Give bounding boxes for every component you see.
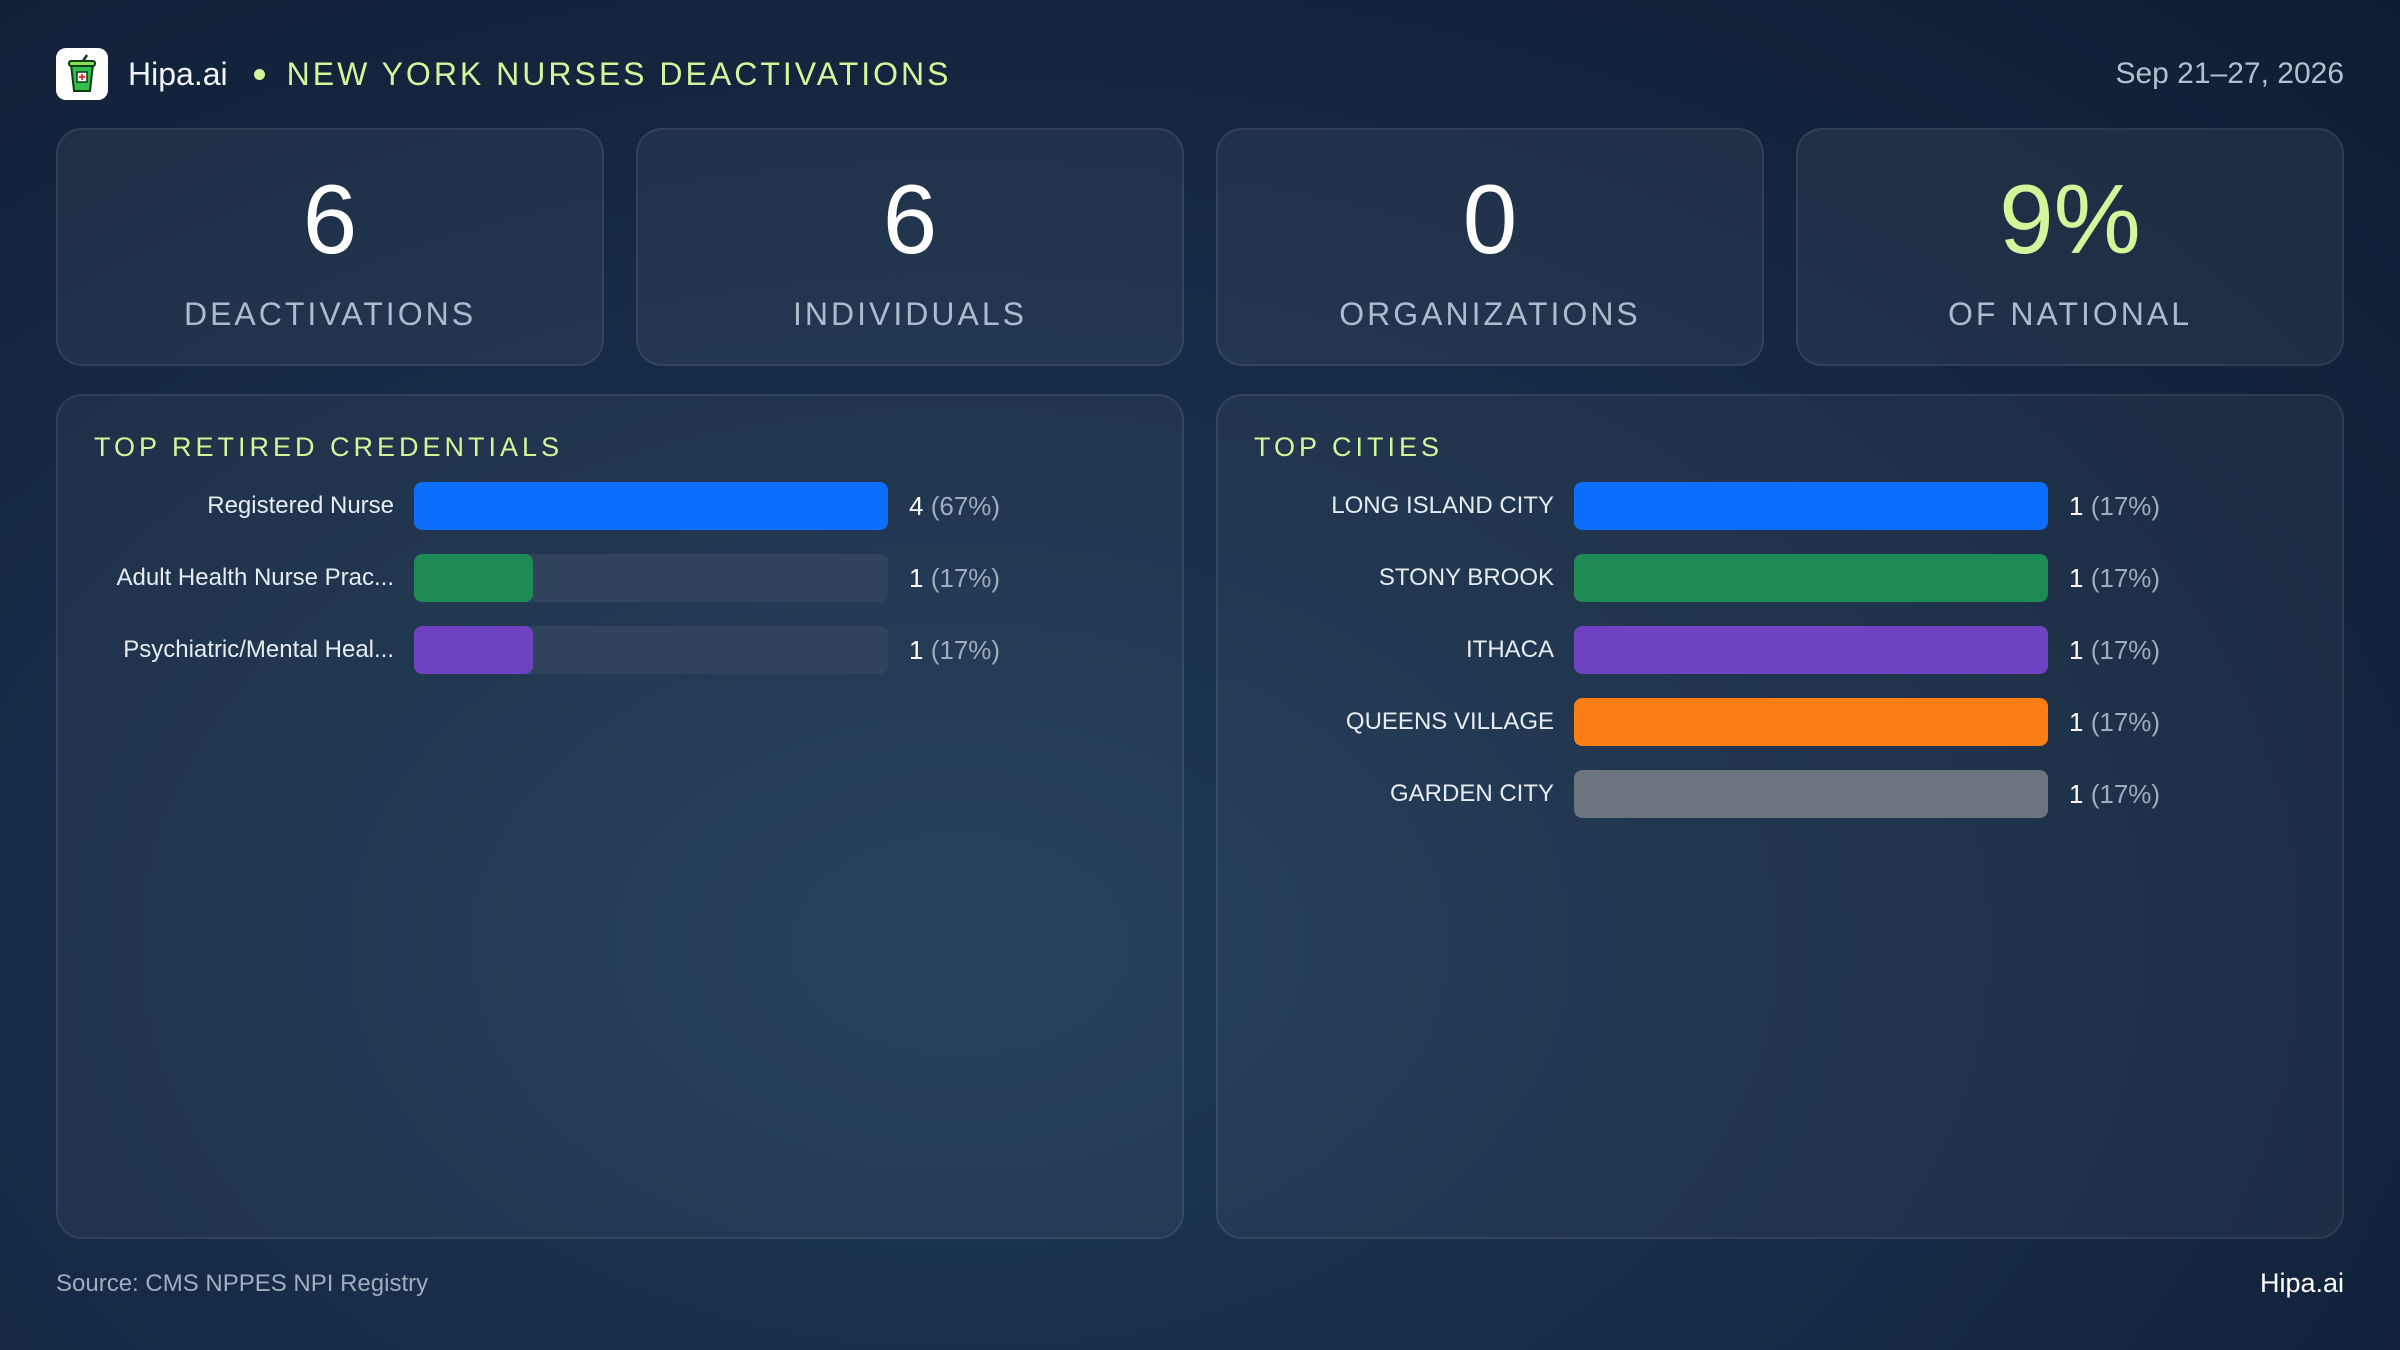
- bar-count: 1: [2069, 635, 2084, 665]
- panel-title: TOP RETIRED CREDENTIALS: [94, 432, 564, 462]
- bar: [414, 554, 533, 602]
- bar-track: [1574, 626, 2048, 674]
- bar-percent: (67%): [930, 491, 1001, 521]
- kpi-value: 0: [1462, 164, 1518, 274]
- kpi-card-national-share: 9% OF NATIONAL: [1796, 128, 2344, 366]
- bar-percent: (17%): [2090, 707, 2161, 737]
- header: Hipa.ai NEW YORK NURSES DEACTIVATIONS Se…: [56, 46, 2344, 102]
- date-range: Sep 21–27, 2026: [2115, 57, 2344, 90]
- bar-row: QUEENS VILLAGE 1 (17%): [1218, 698, 2318, 746]
- kpi-label: ORGANIZATIONS: [1339, 296, 1641, 332]
- bar: [1574, 482, 2048, 530]
- hipa-logo-icon: [56, 48, 108, 100]
- bar-label: GARDEN CITY: [1389, 780, 1554, 807]
- kpi-row: 6 DEACTIVATIONS 6 INDIVIDUALS 0 ORGANIZA…: [56, 128, 2344, 366]
- bar-value-label: 1 (17%): [2069, 770, 2160, 818]
- bar-value-label: 1 (17%): [2069, 698, 2160, 746]
- bar-track: [1574, 482, 2048, 530]
- bar: [414, 482, 888, 530]
- bar-row: ITHACA 1 (17%): [1218, 626, 2318, 674]
- kpi-value: 6: [882, 164, 938, 274]
- bar: [1574, 770, 2048, 818]
- bar-label: LONG ISLAND CITY: [1331, 492, 1554, 519]
- bar-label: Registered Nurse: [207, 492, 394, 519]
- cities-panel: TOP CITIES LONG ISLAND CITY 1 (17%) STONY …: [1216, 394, 2344, 1239]
- bar-row: GARDEN CITY 1 (17%): [1218, 770, 2318, 818]
- bar-percent: (17%): [2090, 563, 2161, 593]
- bar-value-label: 1 (17%): [2069, 482, 2160, 530]
- bar-count: 1: [2069, 491, 2084, 521]
- bar-count: 4: [909, 491, 924, 521]
- source-note: Source: CMS NPPES NPI Registry: [56, 1270, 429, 1297]
- bar-count: 1: [2069, 563, 2084, 593]
- bar-track: [1574, 770, 2048, 818]
- bar-count: 1: [2069, 707, 2084, 737]
- bar-percent: (17%): [2090, 779, 2161, 809]
- bar-count: 1: [2069, 779, 2084, 809]
- bar-track: [1574, 698, 2048, 746]
- bar: [1574, 698, 2048, 746]
- bar-value-label: 4 (67%): [909, 482, 1000, 530]
- bar: [1574, 626, 2048, 674]
- bar-track: [414, 482, 888, 530]
- bar-track: [1574, 554, 2048, 602]
- bar-row: STONY BROOK 1 (17%): [1218, 554, 2318, 602]
- kpi-label: INDIVIDUALS: [793, 296, 1027, 332]
- bar-track: [414, 626, 888, 674]
- kpi-value: 9%: [1999, 164, 2141, 274]
- bar-percent: (17%): [2090, 635, 2161, 665]
- bar-value-label: 1 (17%): [2069, 626, 2160, 674]
- bar-value-label: 1 (17%): [909, 554, 1000, 602]
- kpi-card-deactivations: 6 DEACTIVATIONS: [56, 128, 604, 366]
- kpi-label: OF NATIONAL: [1948, 296, 2192, 332]
- bar-count: 1: [909, 563, 924, 593]
- bar-count: 1: [909, 635, 924, 665]
- footer-brand: Hipa.ai: [2259, 1268, 2344, 1298]
- kpi-label: DEACTIVATIONS: [183, 296, 477, 332]
- credentials-panel: TOP RETIRED CREDENTIALS Registered Nurse…: [56, 394, 1184, 1239]
- page-title: NEW YORK NURSES DEACTIVATIONS: [286, 55, 952, 92]
- bar-percent: (17%): [930, 635, 1001, 665]
- bar-percent: (17%): [930, 563, 1001, 593]
- kpi-card-individuals: 6 INDIVIDUALS: [636, 128, 1184, 366]
- panel-title: TOP CITIES: [1254, 432, 1444, 462]
- kpi-value: 6: [302, 164, 358, 274]
- bar: [1574, 554, 2048, 602]
- bar-row: Adult Health Nurse Prac... 1 (17%): [58, 554, 1158, 602]
- bar-row: Psychiatric/Mental Heal... 1 (17%): [58, 626, 1158, 674]
- bar-percent: (17%): [2090, 491, 2161, 521]
- separator-dot: [253, 68, 265, 80]
- bar-row: Registered Nurse 4 (67%): [58, 482, 1158, 530]
- bar-row: LONG ISLAND CITY 1 (17%): [1218, 482, 2318, 530]
- bar-label: ITHACA: [1465, 636, 1554, 663]
- bar: [414, 626, 533, 674]
- kpi-card-organizations: 0 ORGANIZATIONS: [1216, 128, 1764, 366]
- bar-track: [414, 554, 888, 602]
- bar-label: QUEENS VILLAGE: [1345, 708, 1554, 735]
- bar-value-label: 1 (17%): [909, 626, 1000, 674]
- bar-label: Psychiatric/Mental Heal...: [123, 636, 394, 663]
- bar-label: STONY BROOK: [1378, 564, 1554, 591]
- brand-name: Hipa.ai: [128, 55, 228, 92]
- bar-label: Adult Health Nurse Prac...: [116, 564, 394, 591]
- bar-value-label: 1 (17%): [2069, 554, 2160, 602]
